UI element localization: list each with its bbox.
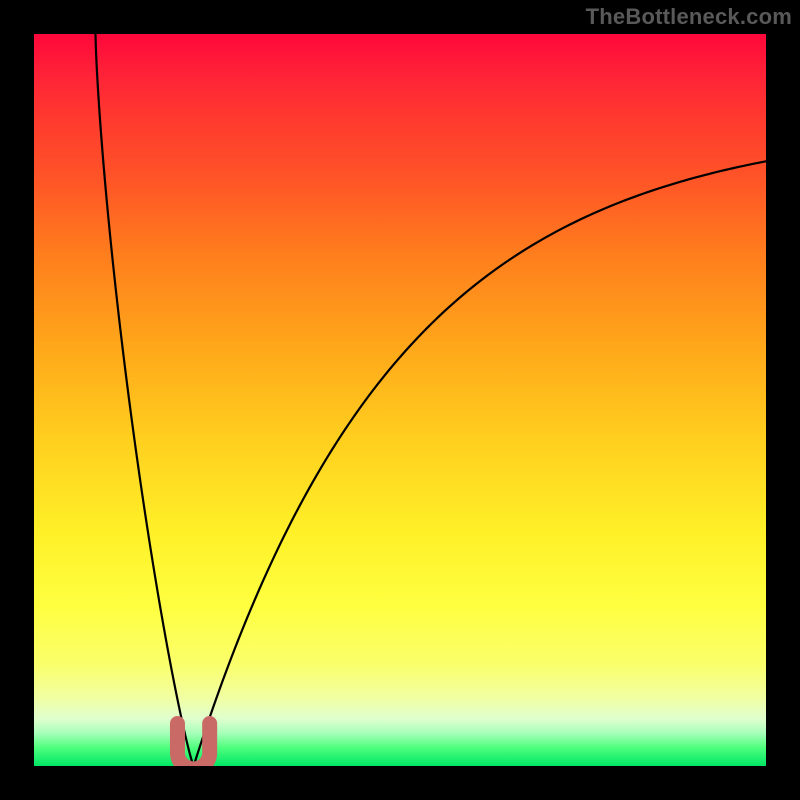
chart-root: TheBottleneck.com — [0, 0, 800, 800]
chart-svg-host — [0, 0, 800, 800]
plot-area — [34, 34, 766, 766]
watermark-text: TheBottleneck.com — [586, 4, 792, 30]
chart-svg — [0, 0, 800, 800]
